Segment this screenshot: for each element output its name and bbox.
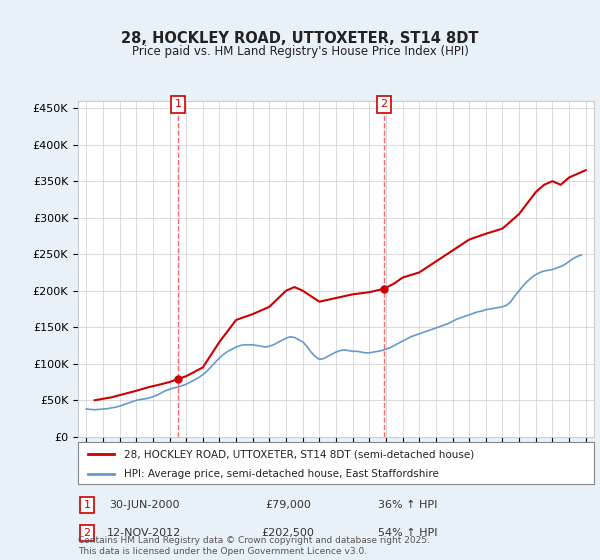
Text: Price paid vs. HM Land Registry's House Price Index (HPI): Price paid vs. HM Land Registry's House …	[131, 45, 469, 58]
Text: 12-NOV-2012: 12-NOV-2012	[107, 528, 181, 538]
Text: £79,000: £79,000	[265, 500, 311, 510]
Text: £202,500: £202,500	[262, 528, 314, 538]
Text: 1: 1	[175, 100, 181, 109]
Text: 36% ↑ HPI: 36% ↑ HPI	[379, 500, 437, 510]
Text: HPI: Average price, semi-detached house, East Staffordshire: HPI: Average price, semi-detached house,…	[124, 469, 439, 479]
Text: 54% ↑ HPI: 54% ↑ HPI	[378, 528, 438, 538]
Text: 2: 2	[83, 528, 91, 538]
Text: Contains HM Land Registry data © Crown copyright and database right 2025.
This d: Contains HM Land Registry data © Crown c…	[78, 536, 430, 556]
Text: 28, HOCKLEY ROAD, UTTOXETER, ST14 8DT (semi-detached house): 28, HOCKLEY ROAD, UTTOXETER, ST14 8DT (s…	[124, 449, 475, 459]
Text: 28, HOCKLEY ROAD, UTTOXETER, ST14 8DT: 28, HOCKLEY ROAD, UTTOXETER, ST14 8DT	[121, 31, 479, 46]
Text: 1: 1	[83, 500, 91, 510]
Text: 30-JUN-2000: 30-JUN-2000	[109, 500, 179, 510]
Text: 2: 2	[380, 100, 388, 109]
